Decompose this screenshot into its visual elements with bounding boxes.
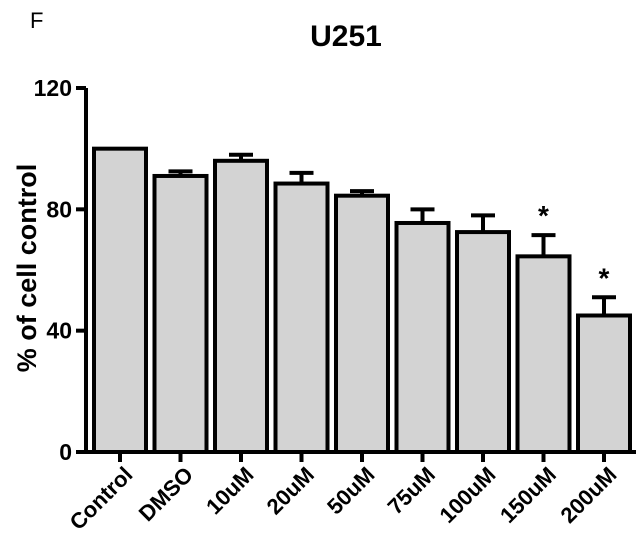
bar	[515, 254, 572, 454]
y-tick-label: 0	[59, 439, 72, 465]
bar	[273, 181, 330, 455]
x-tick-label: 150uM	[495, 462, 561, 528]
x-tick-label: 10uM	[201, 462, 258, 519]
x-tick-label: DMSO	[134, 462, 198, 526]
significance-marker: *	[599, 262, 610, 293]
bar	[213, 158, 269, 455]
y-tick-label: 80	[46, 196, 72, 222]
x-tick-label: 200uM	[555, 462, 621, 528]
bar	[334, 193, 390, 455]
y-tick-label: 40	[46, 318, 72, 344]
chart-title: U251	[310, 20, 382, 53]
bar	[455, 230, 511, 454]
bar	[576, 313, 632, 454]
x-tick-label: 20uM	[262, 462, 319, 519]
x-tick-label: 100uM	[434, 462, 500, 528]
y-tick-label: 120	[34, 75, 72, 101]
significance-marker: *	[538, 200, 549, 231]
x-tick-label: 75uM	[383, 462, 440, 519]
panel-label: F	[30, 8, 43, 33]
bar	[92, 146, 148, 455]
y-axis-label: % of cell control	[12, 164, 42, 373]
x-tick-label: Control	[65, 462, 138, 535]
bar	[394, 220, 451, 454]
bar	[152, 173, 209, 454]
x-tick-label: 50uM	[322, 462, 379, 519]
